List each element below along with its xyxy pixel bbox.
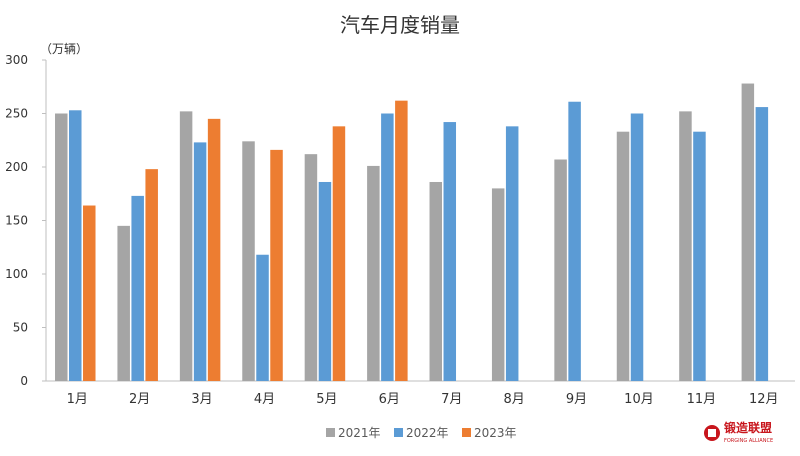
bar xyxy=(741,83,755,381)
x-tick-label: 1月 xyxy=(67,392,88,407)
chart-title: 汽车月度销量 xyxy=(340,13,460,37)
bar xyxy=(242,141,255,381)
bar xyxy=(145,169,158,381)
x-tick-label: 4月 xyxy=(254,392,275,407)
legend-swatch xyxy=(462,428,471,437)
bar xyxy=(131,195,144,381)
watermark-logo: 锻造联盟 FORGING ALLIANCE xyxy=(704,420,773,444)
legend-swatch xyxy=(326,428,335,437)
y-tick-label: 200 xyxy=(5,160,28,174)
x-tick-label: 9月 xyxy=(566,392,587,407)
bar xyxy=(568,101,581,381)
legend: 2021年 2022年 2023年 xyxy=(326,426,517,440)
x-tick-label: 3月 xyxy=(191,392,212,407)
brand-tagline: FORGING ALLIANCE xyxy=(724,438,773,444)
bar xyxy=(367,165,380,381)
bar xyxy=(630,113,644,381)
y-axis: 0 50 100 150 200 250 300 xyxy=(5,53,47,388)
bar xyxy=(332,126,346,381)
series-2021年 xyxy=(55,83,755,382)
bar xyxy=(83,205,96,381)
legend-swatch xyxy=(394,428,403,437)
bar xyxy=(395,100,408,381)
series-2022年 xyxy=(69,101,769,381)
bar xyxy=(193,142,207,381)
bar xyxy=(117,225,130,381)
y-tick-label: 300 xyxy=(5,53,28,67)
bar xyxy=(679,111,692,382)
y-tick-label: 0 xyxy=(20,374,28,388)
series-2023年 xyxy=(83,100,408,381)
bars xyxy=(55,83,769,382)
x-tick-label: 6月 xyxy=(379,392,400,407)
bar xyxy=(554,159,567,381)
x-tick-label: 8月 xyxy=(503,392,524,407)
bar xyxy=(443,122,457,381)
bar xyxy=(256,254,269,381)
bar xyxy=(381,113,394,381)
y-axis-unit-label: （万辆） xyxy=(40,42,88,56)
bar xyxy=(755,107,769,381)
bar xyxy=(55,113,68,381)
x-tick-label: 5月 xyxy=(316,392,337,407)
x-tick-label: 2月 xyxy=(129,392,150,407)
bar xyxy=(693,131,706,381)
brand-seal-mark xyxy=(708,429,716,437)
x-tick-label: 11月 xyxy=(687,392,717,407)
bar xyxy=(491,188,505,381)
x-axis: 1月 2月 3月 4月 5月 6月 7月 8月 9月 10月 11月 12月 xyxy=(46,380,795,407)
legend-label: 2021年 xyxy=(338,426,381,440)
legend-label: 2022年 xyxy=(406,426,449,440)
x-tick-label: 7月 xyxy=(441,392,462,407)
bar xyxy=(429,181,443,381)
y-tick-label: 150 xyxy=(5,214,28,228)
bar xyxy=(179,111,193,382)
x-tick-label: 10月 xyxy=(624,392,654,407)
y-tick-label: 100 xyxy=(5,267,28,281)
bar xyxy=(318,181,332,381)
x-tick-label: 12月 xyxy=(749,392,779,407)
brand-name: 锻造联盟 xyxy=(724,420,772,435)
bar xyxy=(270,149,283,381)
bar xyxy=(69,110,82,381)
bar xyxy=(304,154,318,381)
bar xyxy=(505,126,519,381)
bar xyxy=(616,131,630,381)
bar xyxy=(207,118,221,381)
legend-label: 2023年 xyxy=(474,426,517,440)
y-tick-label: 50 xyxy=(13,321,28,335)
y-tick-label: 250 xyxy=(5,107,28,121)
